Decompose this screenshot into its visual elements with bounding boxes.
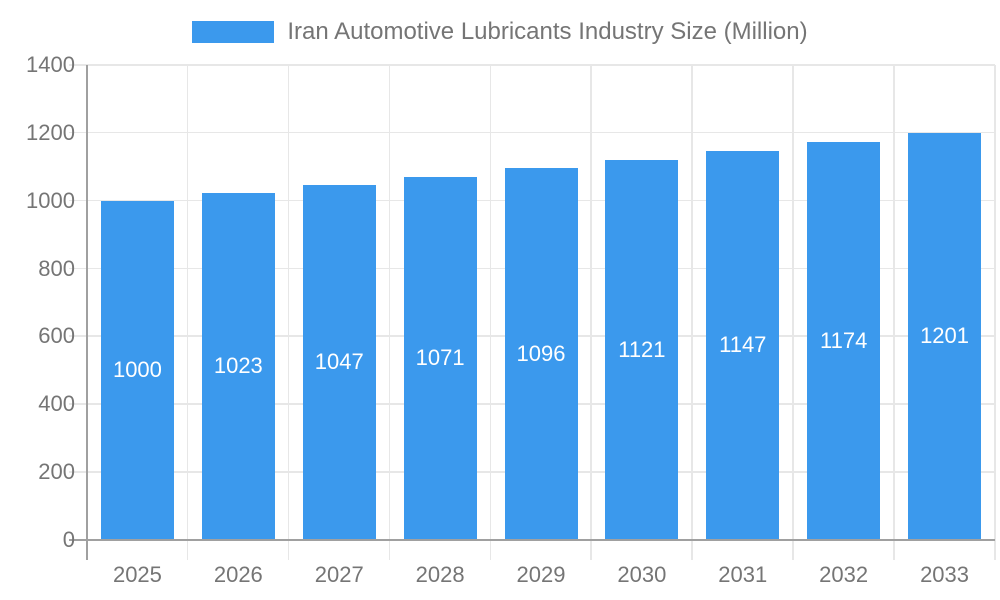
bar-2028 [403,176,477,539]
x-tick-label: 2026 [213,562,263,587]
bar-value-label: 1201 [920,323,970,349]
bar-2029 [504,168,578,539]
v-gridline [287,65,290,560]
bar-value-label: 1174 [820,327,868,353]
v-gridline [590,65,592,560]
bar-value-label: 1071 [415,345,465,371]
h-gridline [69,131,995,134]
bar-2030 [605,159,679,539]
y-tick-label: 0 [62,527,75,552]
bar-value-label: 1147 [719,332,767,358]
bar-value-label: 1121 [618,336,666,362]
v-gridline [489,65,492,560]
y-tick-label: 200 [38,459,75,485]
v-gridline [994,65,996,560]
v-gridline [691,65,693,560]
y-axis-line [86,65,88,560]
bar-2025 [100,200,174,539]
y-tick-label: 800 [38,255,75,281]
x-tick-label: 2025 [112,562,162,587]
x-tick-label: 2030 [617,562,667,587]
bar-2027 [302,184,376,539]
bar-value-label: 1096 [516,341,566,367]
v-gridline [792,65,794,560]
v-gridline [388,65,391,560]
bar-2032 [807,141,881,539]
y-tick-label: 400 [38,391,75,417]
bar-value-label: 1047 [314,349,364,375]
legend-swatch-icon [192,21,275,43]
x-tick-label: 2028 [415,562,465,587]
bar-2031 [706,150,780,539]
bar-value-label: 1023 [213,353,263,379]
x-tick-label: 2033 [920,562,970,587]
x-tick-label: 2027 [314,562,364,587]
bar-2033 [908,132,982,539]
y-tick-label: 600 [38,323,75,349]
y-tick-label: 1200 [26,119,75,145]
y-tick-label: 1000 [26,187,75,213]
h-gridline [69,64,995,66]
x-axis-line [69,539,995,541]
bar-value-label: 1000 [112,357,162,383]
x-tick-label: 2032 [819,562,869,587]
bar-2026 [201,192,275,539]
v-gridline [893,65,895,560]
legend-item[interactable]: Iran Automotive Lubricants Industry Size… [192,18,808,46]
x-tick-label: 2029 [516,562,566,587]
x-tick-label: 2031 [718,562,768,587]
legend-label: Iran Automotive Lubricants Industry Size… [287,18,808,45]
y-tick-label: 1400 [26,52,75,77]
v-gridline [186,65,189,560]
chart-legend: Iran Automotive Lubricants Industry Size… [0,14,1000,50]
